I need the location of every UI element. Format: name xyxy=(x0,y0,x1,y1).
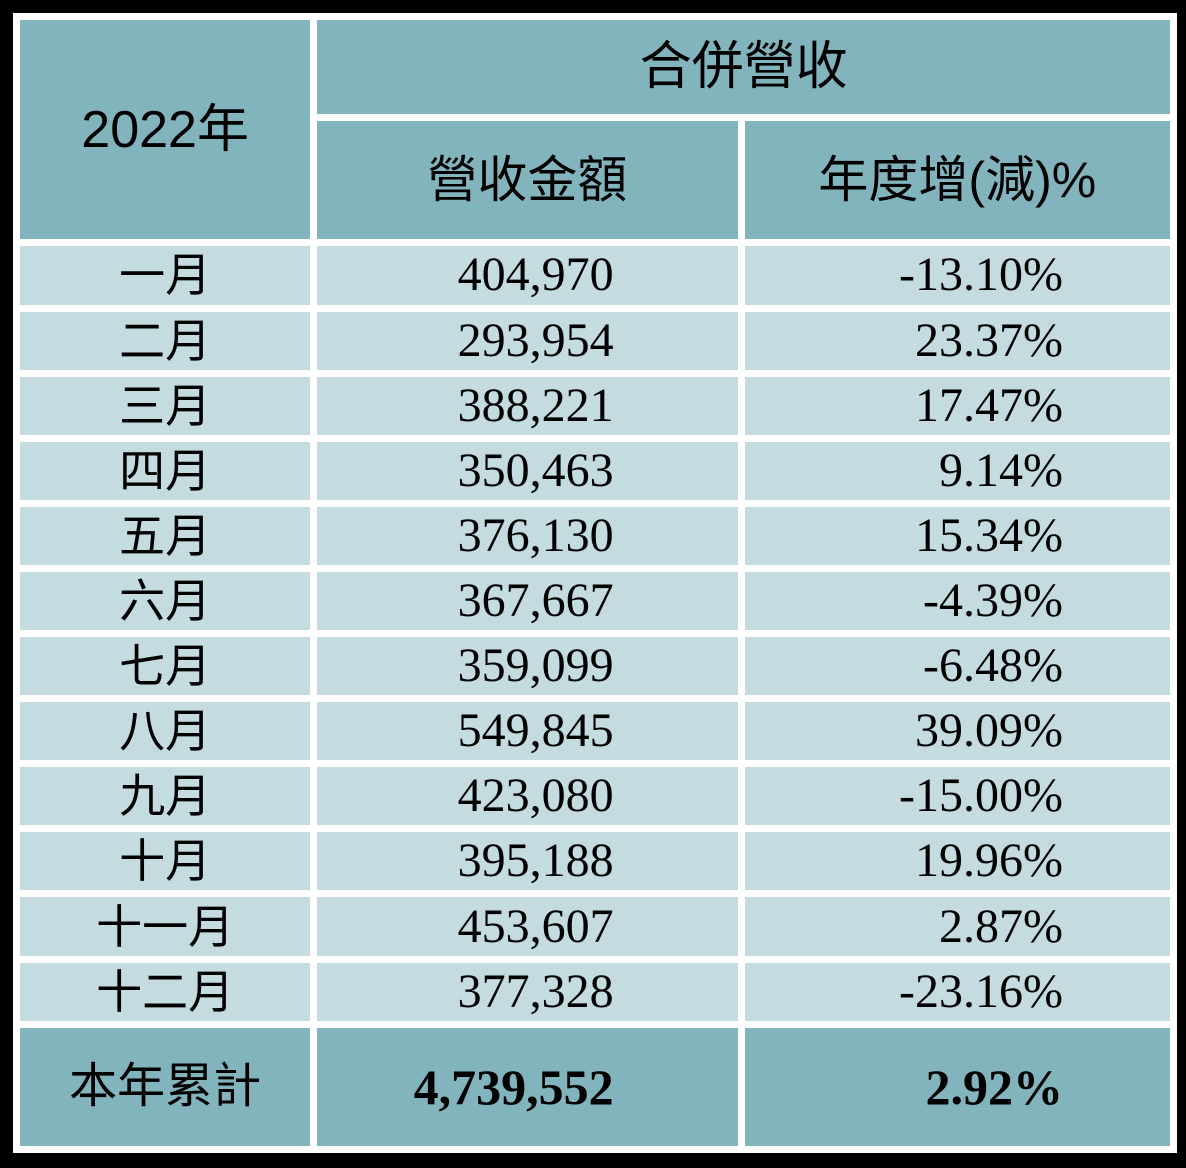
table-row: 八月 549,845 39.09% xyxy=(20,702,1170,761)
yoy-cell: -15.00% xyxy=(744,767,1170,826)
month-cell: 四月 xyxy=(20,441,311,500)
table-row: 五月 376,130 15.34% xyxy=(20,506,1170,565)
amount-cell: 404,970 xyxy=(317,246,738,305)
table-row: 九月 423,080 -15.00% xyxy=(20,767,1170,826)
table-row: 二月 293,954 23.37% xyxy=(20,311,1170,370)
amount-cell: 549,845 xyxy=(317,702,738,761)
amount-cell: 377,328 xyxy=(317,962,738,1021)
month-cell: 九月 xyxy=(20,767,311,826)
table-row: 四月 350,463 9.14% xyxy=(20,441,1170,500)
summary-amount: 4,739,552 xyxy=(317,1027,738,1146)
table-row: 十月 395,188 19.96% xyxy=(20,832,1170,891)
month-cell: 二月 xyxy=(20,311,311,370)
amount-cell: 388,221 xyxy=(317,376,738,435)
table-row: 十一月 453,607 2.87% xyxy=(20,897,1170,956)
month-cell: 三月 xyxy=(20,376,311,435)
month-cell: 一月 xyxy=(20,246,311,305)
header-row-group: 2022年 合併營收 xyxy=(20,20,1170,240)
month-cell: 十二月 xyxy=(20,962,311,1021)
header-row-sub: 營收金額 年度增(減)% xyxy=(20,121,1170,240)
yoy-cell: 39.09% xyxy=(744,702,1170,761)
yoy-cell: 23.37% xyxy=(744,311,1170,370)
yoy-cell: -13.10% xyxy=(744,246,1170,305)
yoy-cell: 17.47% xyxy=(744,376,1170,435)
summary-yoy: 2.92% xyxy=(744,1027,1170,1146)
amount-column-header: 營收金額 xyxy=(317,121,738,240)
table-row: 十二月 377,328 -23.16% xyxy=(20,962,1170,1021)
yoy-cell: 15.34% xyxy=(744,506,1170,565)
amount-cell: 350,463 xyxy=(317,441,738,500)
year-header: 2022年 xyxy=(20,20,311,240)
amount-cell: 453,607 xyxy=(317,897,738,956)
consolidated-revenue-header: 合併營收 xyxy=(317,20,1170,115)
month-cell: 十月 xyxy=(20,832,311,891)
yoy-cell: -6.48% xyxy=(744,637,1170,696)
yoy-cell: 9.14% xyxy=(744,441,1170,500)
table-row: 七月 359,099 -6.48% xyxy=(20,637,1170,696)
table-row: 三月 388,221 17.47% xyxy=(20,376,1170,435)
summary-label: 本年累計 xyxy=(20,1027,311,1146)
amount-cell: 376,130 xyxy=(317,506,738,565)
yoy-cell: 19.96% xyxy=(744,832,1170,891)
table-row: 六月 367,667 -4.39% xyxy=(20,571,1170,631)
table-row: 一月 404,970 -13.10% xyxy=(20,246,1170,305)
month-cell: 十一月 xyxy=(20,897,311,956)
yoy-column-header: 年度增(減)% xyxy=(744,121,1170,240)
summary-row: 本年累計 4,739,552 2.92% xyxy=(20,1027,1170,1146)
month-cell: 五月 xyxy=(20,506,311,565)
month-cell: 七月 xyxy=(20,637,311,696)
monthly-revenue-table: 2022年 合併營收 營收金額 年度增(減)% 一月 404,970 -13.1… xyxy=(13,13,1177,1153)
yoy-cell: -23.16% xyxy=(744,962,1170,1021)
month-cell: 六月 xyxy=(20,571,311,631)
month-cell: 八月 xyxy=(20,702,311,761)
yoy-cell: 2.87% xyxy=(744,897,1170,956)
amount-cell: 359,099 xyxy=(317,637,738,696)
amount-cell: 293,954 xyxy=(317,311,738,370)
amount-cell: 423,080 xyxy=(317,767,738,826)
yoy-cell: -4.39% xyxy=(744,571,1170,631)
amount-cell: 367,667 xyxy=(317,571,738,631)
amount-cell: 395,188 xyxy=(317,832,738,891)
